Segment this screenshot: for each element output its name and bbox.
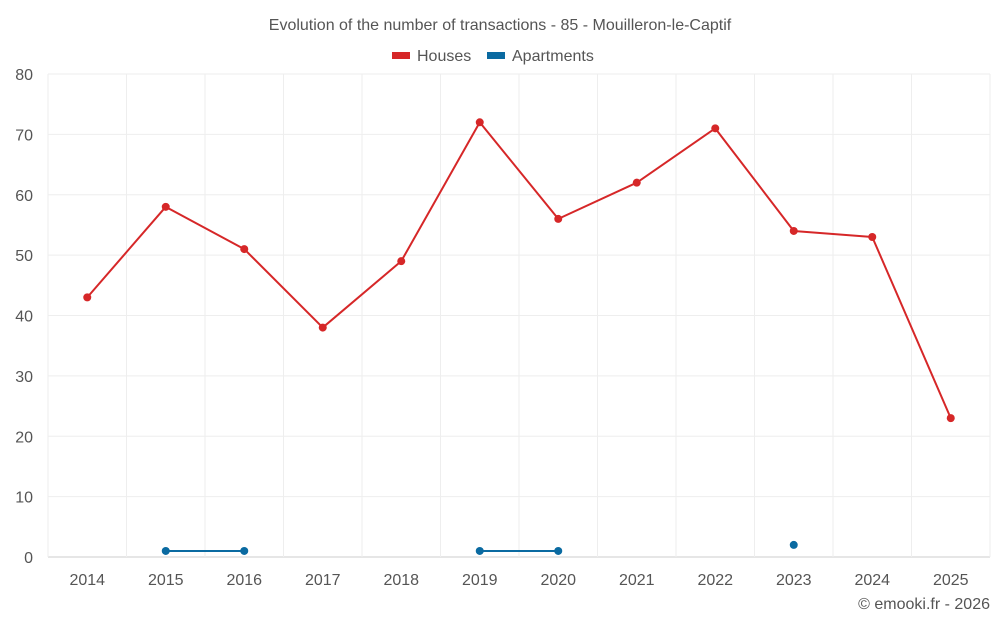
data-point-houses[interactable] <box>83 293 92 302</box>
data-point-apartments[interactable] <box>240 546 249 555</box>
data-point-houses[interactable] <box>397 257 406 266</box>
y-tick-label: 60 <box>15 188 33 205</box>
series-line-houses <box>86 121 952 419</box>
data-point-houses[interactable] <box>789 226 798 235</box>
x-tick-label: 2021 <box>619 572 655 589</box>
data-point-houses[interactable] <box>946 414 955 423</box>
y-tick-label: 70 <box>15 127 33 144</box>
data-point-apartments[interactable] <box>554 546 563 555</box>
legend-swatch-houses <box>392 52 410 59</box>
legend-label-houses: Houses <box>417 48 471 65</box>
x-tick-label: 2014 <box>69 572 105 589</box>
y-tick-label: 30 <box>15 369 33 386</box>
x-tick-label: 2022 <box>697 572 733 589</box>
x-tick-label: 2015 <box>148 572 184 589</box>
x-tick-label: 2025 <box>933 572 969 589</box>
data-point-houses[interactable] <box>554 214 563 223</box>
x-tick-label: 2016 <box>226 572 262 589</box>
y-tick-label: 20 <box>15 429 33 446</box>
x-tick-label: 2018 <box>383 572 419 589</box>
legend-label-apartments: Apartments <box>512 48 594 65</box>
credit: © emooki.fr - 2026 <box>858 596 990 613</box>
x-tick-label: 2020 <box>540 572 576 589</box>
y-tick-label: 50 <box>15 248 33 265</box>
legend-swatch-apartments <box>487 52 505 59</box>
data-point-houses[interactable] <box>868 233 877 242</box>
legend: Houses Apartments <box>392 48 594 65</box>
data-point-apartments[interactable] <box>789 540 798 549</box>
plot-area <box>83 118 955 555</box>
x-tick-label: 2024 <box>854 572 890 589</box>
data-point-apartments[interactable] <box>475 546 484 555</box>
y-axis: 0 10 20 30 40 50 60 70 80 <box>15 67 33 567</box>
x-tick-label: 2017 <box>305 572 341 589</box>
x-tick-label: 2019 <box>462 572 498 589</box>
x-tick-label: 2023 <box>776 572 812 589</box>
data-point-apartments[interactable] <box>161 546 170 555</box>
data-point-houses[interactable] <box>318 323 327 332</box>
y-tick-label: 0 <box>24 550 33 567</box>
y-tick-label: 10 <box>15 490 33 507</box>
x-axis: 2014 2015 2016 2017 2018 2019 2020 2021 2022 2023… <box>69 572 968 589</box>
data-point-houses[interactable] <box>711 124 720 133</box>
grid <box>47 73 991 558</box>
y-tick-label: 80 <box>15 67 33 84</box>
data-point-houses[interactable] <box>161 202 170 211</box>
data-point-houses[interactable] <box>632 178 641 187</box>
y-tick-label: 40 <box>15 309 33 326</box>
legend-item-apartments[interactable]: Apartments <box>487 48 594 65</box>
legend-item-houses[interactable]: Houses <box>392 48 471 65</box>
chart-title: Evolution of the number of transactions … <box>269 17 732 34</box>
data-point-houses[interactable] <box>240 245 249 254</box>
data-point-houses[interactable] <box>475 118 484 127</box>
